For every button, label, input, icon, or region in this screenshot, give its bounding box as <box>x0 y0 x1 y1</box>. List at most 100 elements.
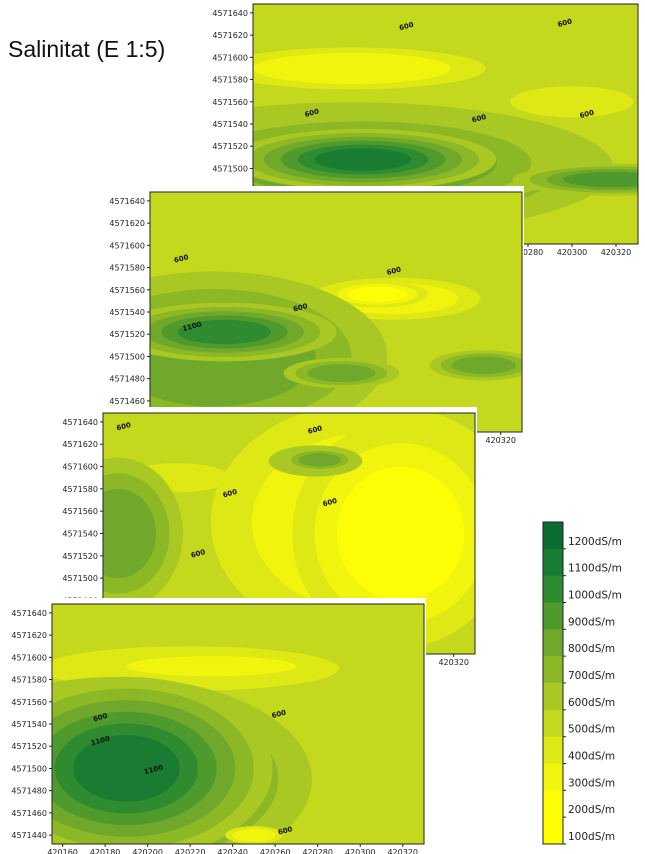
contour-label: 600 <box>471 113 487 125</box>
x-tick-label: 420200 <box>132 848 163 854</box>
colorbar-label: 1000dS/m <box>568 589 622 601</box>
contour-band <box>347 286 408 302</box>
contour-label: 600 <box>579 109 595 121</box>
colorbar-swatch <box>543 790 563 818</box>
y-tick-label: 4571500 <box>109 352 145 361</box>
x-tick-label: 420280 <box>302 848 333 854</box>
y-tick-label: 4571580 <box>212 76 248 85</box>
colorbar-swatch <box>543 656 563 684</box>
chart-title: Salinitat (E 1:5) <box>8 36 166 62</box>
contour-label: 600 <box>92 712 108 724</box>
contour-band <box>232 828 276 842</box>
y-tick-label: 4571500 <box>11 764 47 773</box>
y-tick-label: 4571640 <box>212 9 248 18</box>
colorbar-label: 1100dS/m <box>568 563 622 575</box>
contour-band <box>298 453 342 467</box>
contour-band <box>563 171 638 188</box>
x-tick-label: 420320 <box>485 436 516 445</box>
y-tick-label: 4571520 <box>62 552 98 561</box>
map-plot-area: 6006006001100600 <box>150 192 522 432</box>
y-tick-label: 4571580 <box>62 485 98 494</box>
colorbar-label: 400dS/m <box>568 750 615 762</box>
y-tick-label: 4571560 <box>62 507 98 516</box>
x-tick-label: 420320 <box>601 248 632 257</box>
contour-label: 600 <box>222 488 238 500</box>
colorbar-label: 300dS/m <box>568 777 615 789</box>
y-tick-label: 4571600 <box>11 653 47 662</box>
x-tick-label: 420280 <box>513 248 544 257</box>
colorbar-swatch <box>543 548 563 577</box>
y-tick-label: 4571540 <box>62 530 98 539</box>
contour-band <box>177 319 272 345</box>
map-plot-area: 600 600 600 600 600 <box>103 413 475 654</box>
colorbar-swatch <box>543 629 563 657</box>
contour-label: 600 <box>190 548 206 560</box>
x-tick-label: 420320 <box>387 848 418 854</box>
colorbar-label: 500dS/m <box>568 724 615 736</box>
contour-label: 600 <box>292 302 308 314</box>
contour-band <box>314 148 412 171</box>
contour-label: 600 <box>304 107 320 119</box>
y-tick-label: 4571600 <box>62 463 98 472</box>
colorbar-legend: 1200dS/m 1100dS/m 1000dS/m 900dS/m 800dS/m 70… <box>542 521 622 845</box>
colorbar-swatch <box>543 575 563 603</box>
y-tick-label: 4571480 <box>109 375 145 384</box>
y-tick-label: 4571620 <box>11 631 47 640</box>
y-tick-label: 4571640 <box>62 418 98 427</box>
y-tick-label: 4571540 <box>212 120 248 129</box>
x-tick-label: 420240 <box>217 848 248 854</box>
y-tick-label: 4571580 <box>11 676 47 685</box>
y-tick-label: 4571500 <box>62 574 98 583</box>
x-tick-label: 420300 <box>557 248 588 257</box>
x-tick-label: 420180 <box>90 848 121 854</box>
y-tick-label: 4571480 <box>11 787 47 796</box>
y-tick-label: 4571440 <box>11 831 47 840</box>
colorbar-swatch <box>543 522 563 550</box>
contour-label: 600 <box>557 17 573 29</box>
contour-label: 600 <box>116 421 132 433</box>
contour-label: 600 <box>322 497 338 509</box>
y-tick-label: 4571640 <box>11 609 47 618</box>
contour-band <box>451 356 516 375</box>
contour-band <box>253 52 451 84</box>
map-plot-area: 600 600 600 600 600 <box>253 4 638 244</box>
contour-band <box>73 735 180 802</box>
contour-label: 600 <box>271 709 287 721</box>
colorbar-swatch <box>543 763 563 791</box>
colorbar-label: 800dS/m <box>568 643 615 655</box>
x-tick-label: 420220 <box>175 848 206 854</box>
contour-band <box>510 86 634 118</box>
colorbar-swatch <box>543 683 563 711</box>
contour-label: 600 <box>307 424 323 436</box>
y-tick-label: 4571460 <box>109 397 145 406</box>
y-tick-label: 4571520 <box>212 142 248 151</box>
contour-band <box>307 364 376 382</box>
contour-band <box>336 466 465 601</box>
y-tick-label: 4571540 <box>11 720 47 729</box>
x-tick-label: 420160 <box>47 848 78 854</box>
y-tick-label: 4571560 <box>109 286 145 295</box>
colorbar-swatch <box>543 709 563 738</box>
contour-label: 600 <box>386 265 402 277</box>
colorbar-label: 700dS/m <box>568 670 615 682</box>
y-tick-label: 4571520 <box>109 330 145 339</box>
y-tick-label: 4571560 <box>11 698 47 707</box>
contour-label: 600 <box>277 825 293 837</box>
salinity-map-2: 6006006001100600457164045716204571600457… <box>98 186 524 445</box>
contour-band <box>126 656 297 677</box>
y-tick-label: 4571520 <box>11 742 47 751</box>
y-tick-label: 4571500 <box>212 164 248 173</box>
colorbar-label: 900dS/m <box>568 616 615 628</box>
contour-band <box>103 488 157 579</box>
colorbar-swatch <box>543 736 563 764</box>
colorbar-label: 1200dS/m <box>568 536 622 548</box>
contour-label: 600 <box>173 253 189 265</box>
y-tick-label: 4571620 <box>212 31 248 40</box>
salinity-map-4: 600 6001100110060045716404571620457160045… <box>0 598 426 854</box>
y-tick-label: 4571600 <box>212 53 248 62</box>
colorbar-swatch <box>543 602 563 630</box>
x-tick-label: 420320 <box>438 658 469 667</box>
y-tick-label: 4571540 <box>109 308 145 317</box>
